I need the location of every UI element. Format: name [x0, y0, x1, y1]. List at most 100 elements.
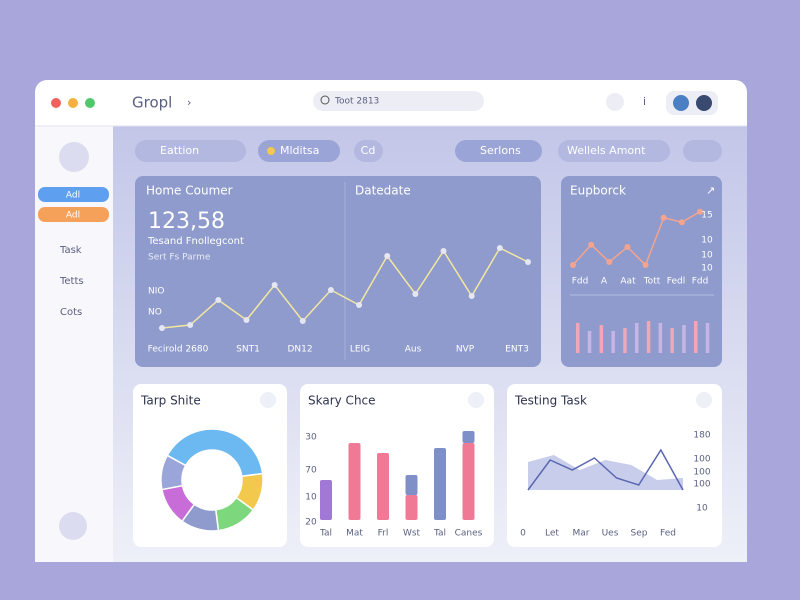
- point: [588, 241, 595, 248]
- card-title: Testing Task: [514, 394, 587, 408]
- axis-label: 100: [693, 480, 710, 490]
- nav-item[interactable]: Task: [59, 245, 82, 256]
- sidebar-button-label[interactable]: Adl: [66, 211, 80, 221]
- axis-label: Sep: [631, 529, 648, 539]
- dot-green[interactable]: [85, 98, 95, 108]
- point: [159, 325, 165, 331]
- axis-label: 0: [520, 529, 526, 539]
- axis-label: 10: [701, 236, 713, 246]
- bar: [658, 323, 663, 353]
- filter-pill[interactable]: [258, 140, 340, 162]
- filter-label[interactable]: Eattion: [160, 144, 199, 157]
- point: [642, 262, 649, 268]
- point: [215, 297, 222, 303]
- axis-label: 100: [693, 455, 710, 465]
- filter-pill[interactable]: [558, 140, 670, 162]
- axis-label: NVP: [456, 345, 475, 355]
- point: [678, 219, 685, 226]
- card-title: Skary Chce: [308, 394, 376, 408]
- settings-icon[interactable]: [606, 93, 624, 111]
- axis-label: LEIG: [350, 345, 370, 355]
- card-icon[interactable]: [468, 392, 484, 408]
- side-panel: [561, 176, 722, 367]
- axis-label: 20: [305, 518, 317, 528]
- dot-yellow[interactable]: [68, 98, 78, 108]
- filter-dot: [267, 147, 275, 155]
- point: [356, 302, 363, 308]
- share-icon[interactable]: ↗: [706, 184, 715, 197]
- axis-label: Fedl: [667, 277, 685, 287]
- dot-red[interactable]: [51, 98, 61, 108]
- axis-label: Let: [545, 529, 559, 539]
- card-icon[interactable]: [260, 392, 276, 408]
- bar: [682, 325, 686, 353]
- point: [412, 291, 419, 297]
- point: [606, 259, 613, 265]
- filter-label[interactable]: Wellels Amont: [567, 144, 646, 157]
- avatar[interactable]: [696, 95, 712, 111]
- axis-label: Mar: [573, 529, 590, 539]
- filter-label[interactable]: Cd: [361, 144, 376, 157]
- chevron: ›: [187, 96, 191, 109]
- sidebar-button-label[interactable]: Adl: [66, 191, 80, 201]
- bar: [377, 453, 389, 520]
- donut-segment: [160, 454, 187, 491]
- point: [384, 253, 391, 259]
- line: [527, 448, 684, 491]
- axis-label: Mat: [346, 529, 363, 539]
- filter-label[interactable]: Mlditsa: [280, 144, 319, 157]
- axis-label: Aat: [620, 277, 636, 287]
- kpi-subtitle: Tesand Fnollegcont: [147, 236, 244, 247]
- bar: [611, 331, 615, 353]
- axis-label: SNT1: [236, 345, 260, 355]
- point: [570, 262, 576, 268]
- axis-label: Tal: [433, 529, 446, 539]
- donut-segment: [166, 428, 264, 478]
- axis-label: Tott: [643, 277, 661, 287]
- axis-label: Canes: [455, 529, 483, 539]
- axis-label: Wst: [403, 529, 421, 539]
- bar: [348, 443, 361, 520]
- axis-label: 15: [701, 211, 712, 221]
- filter-pill[interactable]: [135, 140, 246, 162]
- nav-item[interactable]: Cots: [60, 307, 82, 318]
- axis-label: 100: [693, 468, 710, 478]
- axis-label: NIO: [148, 287, 164, 297]
- bottom-icon[interactable]: [59, 512, 87, 540]
- line: [572, 211, 701, 267]
- filter-icon[interactable]: [683, 140, 722, 162]
- axis-label: NO: [148, 308, 162, 318]
- bar: [405, 475, 418, 495]
- axis-label: 10: [701, 251, 713, 261]
- axis-label: Ues: [602, 529, 619, 539]
- filter-pill[interactable]: [455, 140, 542, 162]
- point: [299, 318, 306, 324]
- sidebar-button[interactable]: [38, 187, 109, 202]
- bar: [635, 323, 639, 353]
- card-icon[interactable]: [696, 392, 712, 408]
- search-box[interactable]: [313, 91, 484, 111]
- axis-label: ENT3: [505, 345, 529, 355]
- avatar[interactable]: [673, 95, 689, 111]
- profile-icon[interactable]: [59, 142, 89, 172]
- app-title: Gropl: [132, 94, 172, 112]
- filter-label[interactable]: Serlons: [480, 144, 521, 157]
- search-text: Toot 2813: [334, 97, 379, 107]
- point: [525, 259, 531, 265]
- bar: [405, 495, 418, 520]
- bar: [599, 325, 604, 353]
- kpi-note: Sert Fs Parme: [148, 253, 211, 263]
- info-icon[interactable]: i: [643, 95, 646, 108]
- filter-pill[interactable]: [354, 140, 383, 162]
- axis-label: 30: [305, 433, 317, 443]
- point: [327, 287, 334, 293]
- nav-item[interactable]: Tetts: [59, 276, 84, 287]
- axis-label: 10: [696, 504, 708, 514]
- point: [697, 208, 703, 215]
- bar: [670, 328, 674, 353]
- area: [528, 455, 683, 490]
- sidebar-button[interactable]: [38, 207, 109, 222]
- axis-label: 10: [701, 264, 713, 274]
